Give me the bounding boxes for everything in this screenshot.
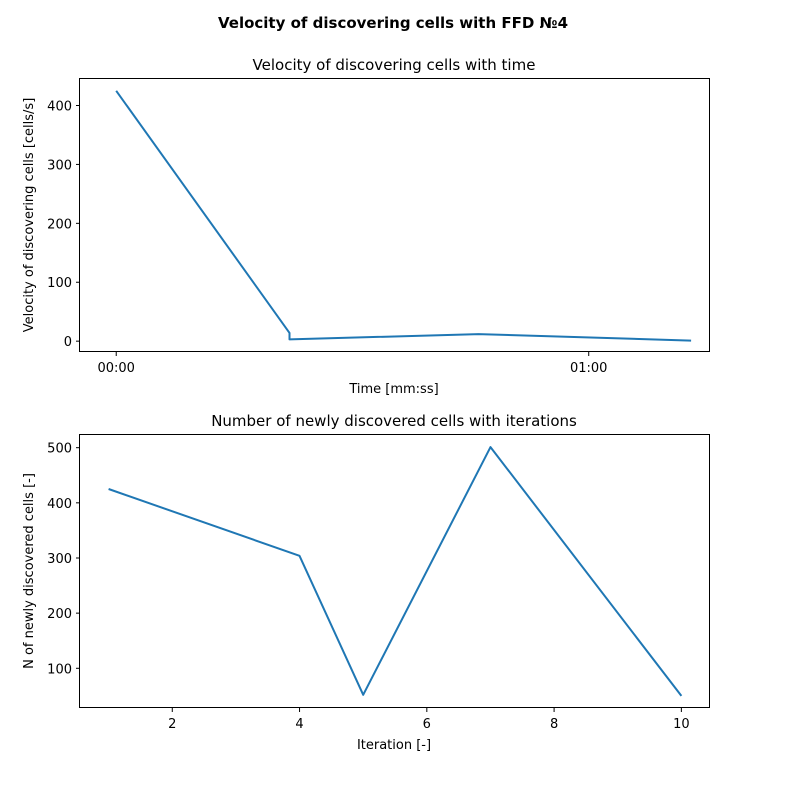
y-tick-label: 100 xyxy=(47,662,72,677)
x-tick-label: 10 xyxy=(673,717,690,732)
y-tick-label: 200 xyxy=(47,607,72,622)
x-tick-label: 01:00 xyxy=(570,361,607,376)
x-axis-label: Time [mm:ss] xyxy=(348,382,438,397)
y-axis-label: N of newly discovered cells [-] xyxy=(22,473,37,669)
series-line xyxy=(115,90,692,342)
x-tick-label: 00:00 xyxy=(97,361,134,376)
y-tick-label: 200 xyxy=(47,217,72,232)
tick-labels: 00:00 01:00 0 100 200 300 400 xyxy=(47,100,607,376)
y-tick-label: 300 xyxy=(47,552,72,567)
chart-newly-discovered-cells: Number of newly discovered cells with it… xyxy=(22,412,710,753)
plot-frame xyxy=(79,434,710,708)
figure-suptitle: Velocity of discovering cells with FFD №… xyxy=(218,14,568,32)
series-line xyxy=(108,446,683,697)
y-tick-label: 0 xyxy=(64,335,72,350)
y-tick-label: 100 xyxy=(47,276,72,291)
tick-labels: 2 4 6 8 10 100 200 300 400 500 xyxy=(47,442,689,732)
chart-title: Number of newly discovered cells with it… xyxy=(211,412,577,430)
x-axis-label: Iteration [-] xyxy=(357,738,431,753)
chart-velocity-vs-time: Velocity of discovering cells with time … xyxy=(22,56,710,397)
y-tick-label: 300 xyxy=(47,158,72,173)
x-tick-label: 2 xyxy=(168,717,176,732)
x-tick-label: 6 xyxy=(423,717,431,732)
chart-title: Velocity of discovering cells with time xyxy=(253,56,536,74)
y-axis-label: Velocity of discovering cells [cells/s] xyxy=(22,98,37,333)
plot-frame xyxy=(79,78,710,352)
y-tick-label: 400 xyxy=(47,100,72,115)
y-tick-label: 500 xyxy=(47,442,72,457)
x-tick-label: 4 xyxy=(295,717,303,732)
x-tick-label: 8 xyxy=(550,717,558,732)
y-tick-label: 400 xyxy=(47,497,72,512)
